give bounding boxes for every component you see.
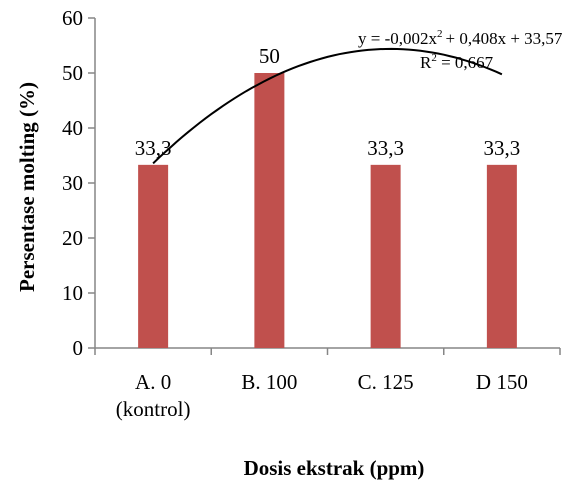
y-tick-label: 50 [62,61,83,85]
trendline-equation-prefix: y = -0,002x [358,29,437,48]
trendline-equation-rest: + 0,408x + 33,57 [446,29,563,48]
data-label: 33,3 [484,136,521,160]
r-squared-rest: = 0,667 [437,53,494,72]
r-squared-prefix: R [420,53,432,72]
bar [254,73,285,348]
trendline [152,47,503,165]
x-axis-title: Dosis ekstrak (ppm) [244,456,425,480]
x-category-label: D 150 [476,370,528,394]
trendline-r-squared: R2 = 0,667 [420,52,494,72]
x-category-label: (kontrol) [116,397,191,421]
y-tick-label: 40 [62,116,83,140]
x-category-label: C. 125 [358,370,414,394]
chart-bars [138,73,517,348]
y-axis-title: Persentase molting (%) [15,82,39,292]
chart-data-labels: 33,3 50 33,3 33,3 [135,44,521,160]
data-label: 50 [259,44,280,68]
x-category-label: B. 100 [241,370,297,394]
bar [486,164,517,348]
y-tick-label: 10 [62,281,83,305]
r-squared-exponent: 2 [431,52,437,64]
y-tick-label: 30 [62,171,83,195]
x-category-label: A. 0 [135,370,171,394]
chart-category-labels: A. 0 (kontrol) B. 100 C. 125 D 150 [116,370,528,421]
bar [138,164,169,348]
y-tick-label: 0 [73,336,84,360]
bar [370,164,401,348]
trendline-equation-exponent: 2 [437,28,443,40]
y-tick-label: 60 [62,6,83,30]
trendline-equation: y = -0,002x2 + 0,408x + 33,57 [358,28,563,48]
y-tick-label: 20 [62,226,83,250]
chart-axes: 0 10 20 30 40 50 60 [62,6,561,360]
data-label: 33,3 [367,136,404,160]
chart-trendline-group [152,47,503,165]
data-label: 33,3 [135,136,172,160]
